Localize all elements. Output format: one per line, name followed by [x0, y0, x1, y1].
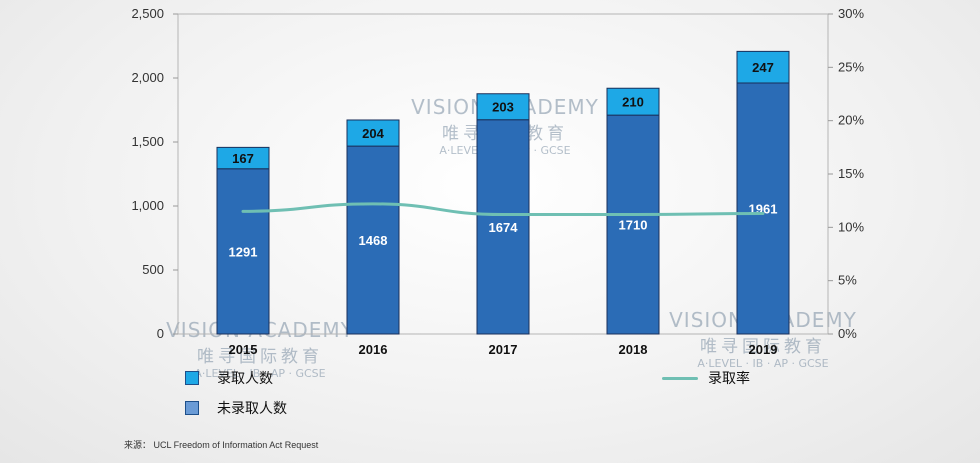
source-note: 来源： UCL Freedom of Information Act Reque… — [124, 440, 319, 450]
y-left-tick-label: 2,000 — [131, 70, 164, 85]
line-admission-rate — [241, 202, 765, 217]
x-category-label: 2019 — [749, 342, 778, 357]
bar-rejected — [736, 82, 790, 335]
legend-item-rate: 录取率 — [662, 368, 750, 388]
bar-admitted — [216, 146, 270, 170]
y-right-tick-label: 15% — [838, 166, 864, 181]
legend-label-rejected: 未录取人数 — [217, 400, 287, 416]
x-category-label: 2016 — [359, 342, 388, 357]
data-label-admitted: 167 — [232, 151, 254, 166]
y-left-tick-label: 500 — [142, 262, 164, 277]
legend-swatch-rate — [662, 376, 698, 380]
bar-admitted — [606, 87, 660, 116]
data-label-rejected: 1291 — [229, 244, 258, 259]
legend-label-admitted: 录取人数 — [217, 370, 273, 386]
data-label-rejected: 1710 — [619, 218, 648, 233]
bar-rejected — [216, 168, 270, 335]
y-right-tick-label: 0% — [838, 326, 857, 341]
legend-item-rejected: 未录取人数 — [185, 398, 287, 418]
watermark-cn: 唯寻国际教育 — [197, 347, 323, 367]
data-label-rejected: 1674 — [489, 220, 519, 235]
bar-admitted — [476, 93, 530, 121]
bar-admitted — [346, 119, 400, 147]
x-category-label: 2017 — [489, 342, 518, 357]
bar-rejected — [346, 145, 400, 335]
y-right-tick-label: 25% — [838, 59, 864, 74]
watermark-cn: 唯寻国际教育 — [700, 337, 826, 357]
watermark-sub: A·LEVEL · IB · AP · GCSE — [697, 357, 829, 370]
bar-admitted — [736, 50, 790, 84]
x-category-label: 2018 — [619, 342, 648, 357]
y-left-tick-label: 0 — [157, 326, 164, 341]
watermark-left: VISION ACADEMY 唯寻国际教育 A·LEVEL · IB · AP … — [165, 318, 355, 380]
data-label-admitted: 204 — [362, 126, 384, 141]
bar-rejected — [606, 114, 660, 335]
y-right-tick-label: 30% — [838, 6, 864, 21]
data-label-admitted: 247 — [752, 60, 774, 75]
y-left-tick-label: 1,000 — [131, 198, 164, 213]
data-label-admitted: 203 — [492, 100, 514, 115]
y-left-tick-label: 1,500 — [131, 134, 164, 149]
y-right-tick-label: 10% — [838, 219, 864, 234]
y-right-tick-label: 20% — [838, 113, 864, 128]
data-label-admitted: 210 — [622, 95, 644, 110]
legend-label-rate: 录取率 — [708, 370, 750, 386]
legend-item-admitted: 录取人数 — [185, 368, 273, 388]
y-right-tick-label: 5% — [838, 273, 857, 288]
legend-swatch-rejected — [185, 401, 199, 415]
legend-swatch-admitted — [185, 371, 199, 385]
watermark-sub: A·LEVEL · IB · AP · GCSE — [194, 367, 326, 380]
data-label-rejected: 1468 — [359, 233, 388, 248]
y-left-tick-label: 2,500 — [131, 6, 164, 21]
x-category-label: 2015 — [229, 342, 258, 357]
